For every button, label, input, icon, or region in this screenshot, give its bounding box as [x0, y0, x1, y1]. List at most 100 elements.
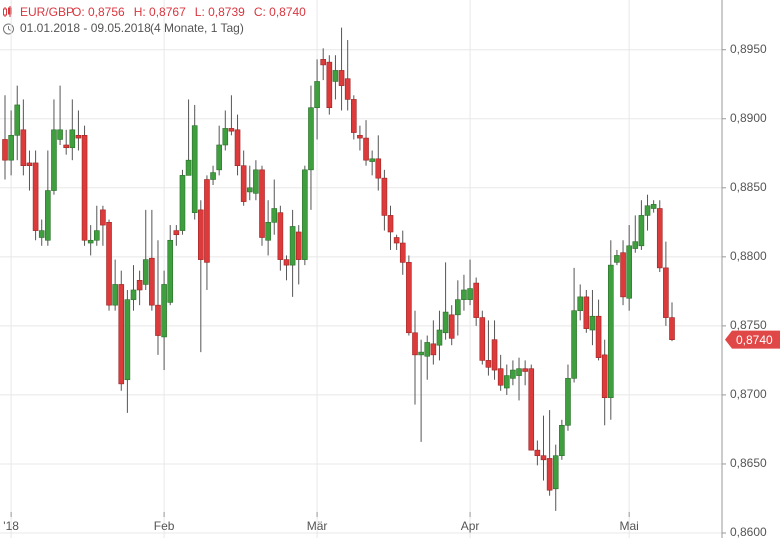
candle-body: [87, 239, 94, 244]
candle-body: [412, 332, 418, 356]
candle-body: [234, 129, 241, 166]
candle-body: [497, 368, 504, 386]
candle-body: [656, 208, 663, 269]
ohlc-label: O: 0,8756: [72, 5, 125, 19]
x-tick-label: Mär: [307, 519, 328, 533]
last-price-tag: [725, 330, 780, 349]
candle-body: [38, 230, 45, 238]
candle-body: [522, 368, 528, 372]
candle-body: [253, 169, 259, 194]
candle-body: [589, 315, 596, 331]
candle-body: [669, 317, 675, 340]
candle-body: [302, 169, 308, 260]
candle-body: [516, 368, 522, 376]
candle-body: [100, 209, 106, 226]
ohlc-label: L: 0,8739: [195, 5, 245, 19]
candle-body: [93, 230, 100, 241]
candle-body: [124, 299, 131, 381]
candle-body: [540, 455, 547, 461]
candle-body: [455, 299, 461, 316]
candle-body: [528, 368, 535, 451]
candle-body: [583, 296, 590, 329]
header: EUR/GBP 01.01.2018 - 09.05.2018 (4 Monat…: [3, 5, 244, 35]
candle-body: [130, 289, 137, 300]
candle-body: [265, 222, 271, 241]
candle-body: [8, 135, 14, 161]
candle-body: [179, 175, 186, 231]
candle-body: [332, 70, 339, 82]
candle-body: [51, 129, 57, 191]
clock-icon: [3, 23, 14, 35]
candle-body: [338, 70, 345, 86]
candle-body: [650, 204, 657, 209]
candle-body: [546, 458, 553, 491]
period: (4 Monate, 1 Tag): [150, 21, 244, 35]
candle-body: [620, 252, 626, 298]
candle-body: [149, 257, 155, 306]
candle-body: [308, 107, 314, 171]
candle-body: [277, 212, 284, 260]
candle-body: [381, 177, 388, 216]
candle-body: [142, 259, 149, 285]
candle-body: [503, 375, 510, 389]
candle-body: [326, 61, 333, 109]
candle-body: [228, 128, 235, 132]
candle-body: [57, 129, 63, 140]
candle-body: [216, 144, 222, 171]
candle-body: [357, 135, 363, 139]
last-price-label: 0,8740: [736, 333, 773, 347]
symbol: EUR/GBP: [20, 5, 74, 19]
x-tick-label: Feb: [154, 519, 175, 533]
candle-body: [638, 215, 645, 247]
candle-body: [271, 208, 278, 223]
candle-body: [387, 215, 394, 233]
candle-body: [167, 239, 174, 303]
candle-body: [552, 455, 559, 490]
y-tick-label: 0,8850: [730, 180, 767, 194]
candle-body: [185, 159, 192, 176]
y-tick-label: 0,8900: [730, 111, 767, 125]
candle-body: [448, 314, 455, 339]
candle-body: [510, 369, 516, 379]
candle-body: [20, 129, 27, 166]
candle-body: [534, 449, 541, 456]
candle-body: [136, 280, 143, 291]
candle-body: [663, 267, 669, 318]
candle-body: [375, 158, 382, 179]
candle-body: [259, 169, 265, 238]
candle-body: [418, 351, 424, 356]
candle-body: [81, 135, 88, 241]
candle-body: [204, 179, 210, 263]
candle-body: [595, 315, 602, 358]
ohlc-label: C: 0,8740: [254, 5, 306, 19]
candle-body: [210, 172, 216, 180]
plot: [2, 27, 675, 511]
candle-body: [473, 282, 479, 318]
candle-body: [369, 158, 375, 162]
candle-body: [424, 342, 431, 357]
candle-body: [565, 378, 571, 426]
candle-body: [320, 59, 327, 66]
candle-body: [26, 162, 33, 166]
candle-body: [63, 144, 69, 149]
candle-body: [191, 125, 198, 213]
candle-body: [75, 135, 82, 139]
candle-body: [246, 187, 253, 193]
candle-body: [350, 99, 357, 133]
candle-body: [491, 339, 498, 371]
candle-body: [222, 128, 229, 146]
candle-body: [344, 78, 351, 100]
candle-body: [2, 139, 8, 161]
candle-body: [32, 162, 39, 231]
candle-body: [479, 317, 486, 361]
candle-body: [406, 262, 412, 334]
candle-body: [626, 245, 632, 299]
y-tick-label: 0,8600: [730, 525, 767, 538]
x-tick-label: '18: [3, 519, 19, 533]
candle-body: [14, 104, 21, 136]
y-tick-label: 0,8950: [730, 42, 767, 56]
y-tick-label: 0,8650: [730, 456, 767, 470]
candle-body: [571, 310, 577, 379]
date-range: 01.01.2018 - 09.05.2018: [20, 21, 151, 35]
